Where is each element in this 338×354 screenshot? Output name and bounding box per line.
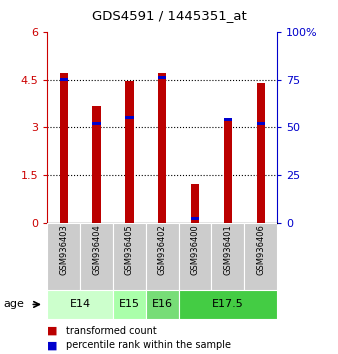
Text: E14: E14 [70,299,91,309]
Text: GSM936402: GSM936402 [158,224,167,275]
Text: GSM936404: GSM936404 [92,224,101,275]
Text: GSM936406: GSM936406 [256,224,265,275]
Text: ■: ■ [47,326,58,336]
Text: percentile rank within the sample: percentile rank within the sample [66,340,231,350]
Text: GSM936405: GSM936405 [125,224,134,275]
Bar [47,290,113,319]
Bar [113,223,146,290]
Bar [244,223,277,290]
Bar [125,116,134,119]
Text: E17.5: E17.5 [212,299,244,309]
Text: GSM936400: GSM936400 [191,224,199,275]
Bar [257,84,265,223]
Bar [80,223,113,290]
Text: E15: E15 [119,299,140,309]
Bar [191,184,199,223]
Bar [179,223,212,290]
Bar [93,106,101,223]
Text: GSM936403: GSM936403 [59,224,68,275]
Text: transformed count: transformed count [66,326,156,336]
Bar [158,76,166,79]
Bar [47,223,80,290]
Bar [179,290,277,319]
Text: GDS4591 / 1445351_at: GDS4591 / 1445351_at [92,9,246,22]
Bar [224,118,232,121]
Bar [113,290,146,319]
Text: age: age [3,299,24,309]
Text: ■: ■ [47,340,58,350]
Bar [59,73,68,223]
Bar [59,78,68,81]
Text: E16: E16 [152,299,173,309]
Bar [93,122,101,125]
Bar [158,73,166,223]
Bar [224,120,232,223]
Bar [125,81,134,223]
Bar [146,223,179,290]
Bar [146,290,179,319]
Bar [212,223,244,290]
Bar [257,122,265,125]
Bar [191,217,199,221]
Text: GSM936401: GSM936401 [223,224,233,275]
